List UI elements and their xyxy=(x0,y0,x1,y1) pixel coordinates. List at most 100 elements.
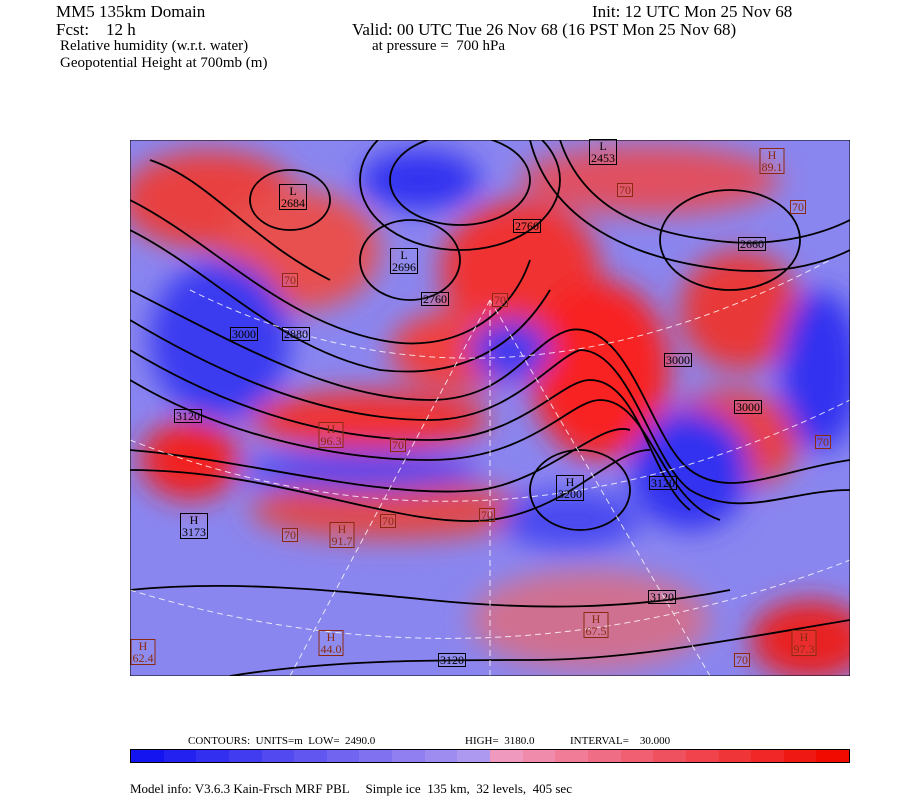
color-swatch xyxy=(424,750,458,762)
label-value: 97.3 xyxy=(793,642,815,656)
init-time: Init: 12 UTC Mon 25 Nov 68 xyxy=(592,2,793,21)
color-swatch xyxy=(196,750,229,762)
graticule xyxy=(130,259,850,676)
color-swatch xyxy=(490,750,523,762)
humidity-label: H 97.3 xyxy=(791,630,817,656)
color-swatch xyxy=(228,750,262,762)
height-label: 3120 xyxy=(438,653,466,667)
height-label: 3000 xyxy=(664,353,692,367)
extremum-marker: H xyxy=(326,630,336,644)
label-value: 3120 xyxy=(650,590,674,604)
label-value: 70 xyxy=(736,653,748,667)
color-swatch xyxy=(751,750,784,762)
label-value: 70 xyxy=(481,508,493,522)
extremum-marker: L xyxy=(289,184,297,198)
humidity-label: 70 xyxy=(282,273,298,287)
label-value: 3120 xyxy=(440,653,464,667)
color-swatch xyxy=(718,750,752,762)
color-swatch xyxy=(620,750,654,762)
color-swatch xyxy=(783,750,817,762)
extremum-marker: H xyxy=(189,513,199,527)
humidity-label: H 67.5 xyxy=(583,612,609,638)
height-label: 3000 xyxy=(230,327,258,341)
color-swatch xyxy=(816,750,850,762)
color-swatch xyxy=(555,750,588,762)
humidity-label: 70 xyxy=(390,438,406,452)
label-value: 3000 xyxy=(736,400,760,414)
color-swatch xyxy=(457,750,491,762)
label-value: 3120 xyxy=(651,476,675,490)
label-value: 89.1 xyxy=(761,160,783,174)
extremum-marker: H xyxy=(337,522,347,536)
humidity-label: H 44.0 xyxy=(318,630,344,656)
humidity-label: 70 xyxy=(734,653,750,667)
label-value: 91.7 xyxy=(331,534,353,548)
humidity-label: 70 xyxy=(790,200,806,214)
height-label: 3120 xyxy=(174,409,202,423)
humidity-label: 70 xyxy=(492,293,508,307)
label-value: 70 xyxy=(284,273,296,287)
label-value: 70 xyxy=(284,528,296,542)
label-value: 2660 xyxy=(740,237,764,251)
label-value: 2760 xyxy=(423,292,447,306)
label-value: 62.4 xyxy=(132,651,154,665)
field-name: Geopotential Height at 700mb (m) xyxy=(60,55,268,71)
humidity-label: H 91.7 xyxy=(329,522,355,548)
contour-interval: INTERVAL= 30.000 xyxy=(570,735,671,747)
label-value: 70 xyxy=(792,200,804,214)
label-value: 2453 xyxy=(591,151,615,165)
color-swatch xyxy=(261,750,295,762)
humidity-label: H 62.4 xyxy=(130,639,156,665)
contour-high: HIGH= 3180.0 xyxy=(465,735,535,747)
label-value: 3120 xyxy=(176,409,200,423)
extremum-marker: H xyxy=(138,639,148,653)
height-label: 2660 xyxy=(738,237,766,251)
color-swatch xyxy=(131,750,164,762)
color-swatch xyxy=(359,750,393,762)
color-swatch xyxy=(294,750,327,762)
height-label: H 3173 xyxy=(180,513,208,539)
height-label: 3000 xyxy=(734,400,762,414)
model-info: Model info: V3.6.3 Kain-Frsch MRF PBL Si… xyxy=(130,781,572,796)
color-swatch xyxy=(587,750,621,762)
color-bar xyxy=(130,749,850,763)
height-label: 2760 xyxy=(513,219,541,233)
domain-title: MM5 135km Domain xyxy=(56,2,206,21)
label-value: 70 xyxy=(817,435,829,449)
label-value: 3200 xyxy=(558,487,582,501)
extremum-marker: H xyxy=(591,612,601,626)
label-value: 2880 xyxy=(284,327,308,341)
height-label: 2880 xyxy=(282,327,310,341)
color-swatch xyxy=(392,750,425,762)
color-swatch xyxy=(326,750,360,762)
label-value: 2696 xyxy=(392,260,416,274)
extremum-marker: H xyxy=(799,630,809,644)
label-value: 3000 xyxy=(232,327,256,341)
humidity-label: H 89.1 xyxy=(759,148,785,174)
extremum-marker: L xyxy=(400,248,408,262)
forecast-hour: Fcst: 12 h xyxy=(56,20,136,39)
humidity-label: 70 xyxy=(617,183,633,197)
label-value: 67.5 xyxy=(585,624,607,638)
height-label: 2760 xyxy=(421,292,449,306)
extremum-marker: L xyxy=(599,139,607,153)
label-value: 2760 xyxy=(515,219,539,233)
color-swatch xyxy=(653,750,686,762)
pressure-level: at pressure = 700 hPa xyxy=(372,38,506,54)
valid-time: Valid: 00 UTC Tue 26 Nov 68 (16 PST Mon … xyxy=(352,20,737,39)
height-label: H 3200 xyxy=(556,475,584,501)
height-label: 3120 xyxy=(648,590,676,604)
extremum-marker: H xyxy=(565,475,575,489)
label-value: 70 xyxy=(494,293,506,307)
label-value: 3000 xyxy=(666,353,690,367)
humidity-label: H 96.3 xyxy=(318,422,344,448)
map xyxy=(130,140,850,676)
label-value: 2684 xyxy=(281,196,305,210)
field-name: Relative humidity (w.r.t. water) xyxy=(60,38,249,54)
color-swatch xyxy=(685,750,719,762)
humidity-label: 70 xyxy=(815,435,831,449)
height-contours xyxy=(130,140,850,676)
height-label: L 2696 xyxy=(390,248,418,274)
label-value: 44.0 xyxy=(320,642,342,656)
